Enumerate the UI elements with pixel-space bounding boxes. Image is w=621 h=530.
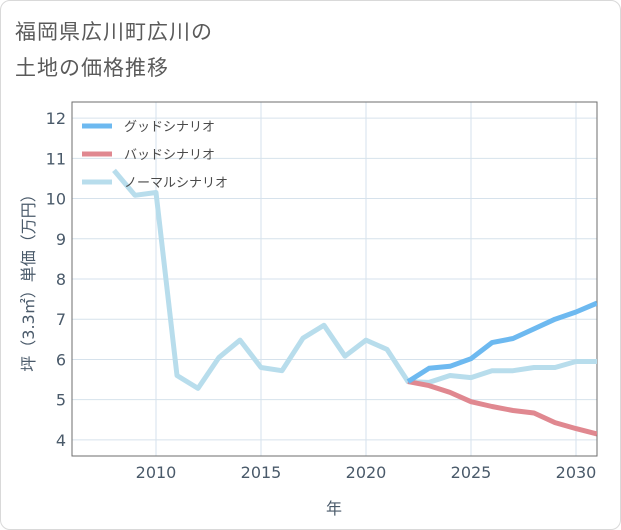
plot-area-border <box>71 101 598 457</box>
y-tick-11: 11 <box>46 149 66 168</box>
y-tick-12: 12 <box>46 109 66 128</box>
series-line-1 <box>407 379 597 437</box>
x-tick-2030: 2030 <box>556 463 597 482</box>
x-tick-2025: 2025 <box>451 463 492 482</box>
chart-title: 福岡県広川町広川の 土地の価格推移 <box>15 14 213 86</box>
chart-title-line-1: 福岡県広川町広川の <box>15 20 213 44</box>
x-axis-label: 年 <box>326 499 342 518</box>
y-tick-9: 9 <box>56 230 66 249</box>
y-tick-7: 7 <box>56 310 66 329</box>
legend-label-2: ノーマルシナリオ <box>124 176 228 191</box>
x-tick-2020: 2020 <box>346 463 387 482</box>
x-tick-2015: 2015 <box>241 463 282 482</box>
y-tick-labels: 4 5 6 7 8 9 10 11 12 <box>46 109 66 450</box>
series-line-0 <box>406 300 597 384</box>
legend-label-0: グッドシナリオ <box>124 120 215 135</box>
y-tick-5: 5 <box>56 391 66 410</box>
x-tick-labels: 2010 2015 2020 2025 2030 <box>136 463 597 482</box>
y-tick-6: 6 <box>56 350 66 369</box>
y-tick-8: 8 <box>56 270 66 289</box>
y-tick-4: 4 <box>56 431 66 450</box>
grid <box>72 102 597 456</box>
series-lines <box>112 168 597 437</box>
x-tick-2010: 2010 <box>136 463 177 482</box>
y-tick-10: 10 <box>46 190 66 209</box>
chart-title-line-2: 土地の価格推移 <box>15 56 169 80</box>
legend-label-1: バッドシナリオ <box>124 148 215 163</box>
y-axis-label: 坪（3.3㎡）単価（万円） <box>19 186 38 371</box>
series-line-2 <box>112 168 597 391</box>
